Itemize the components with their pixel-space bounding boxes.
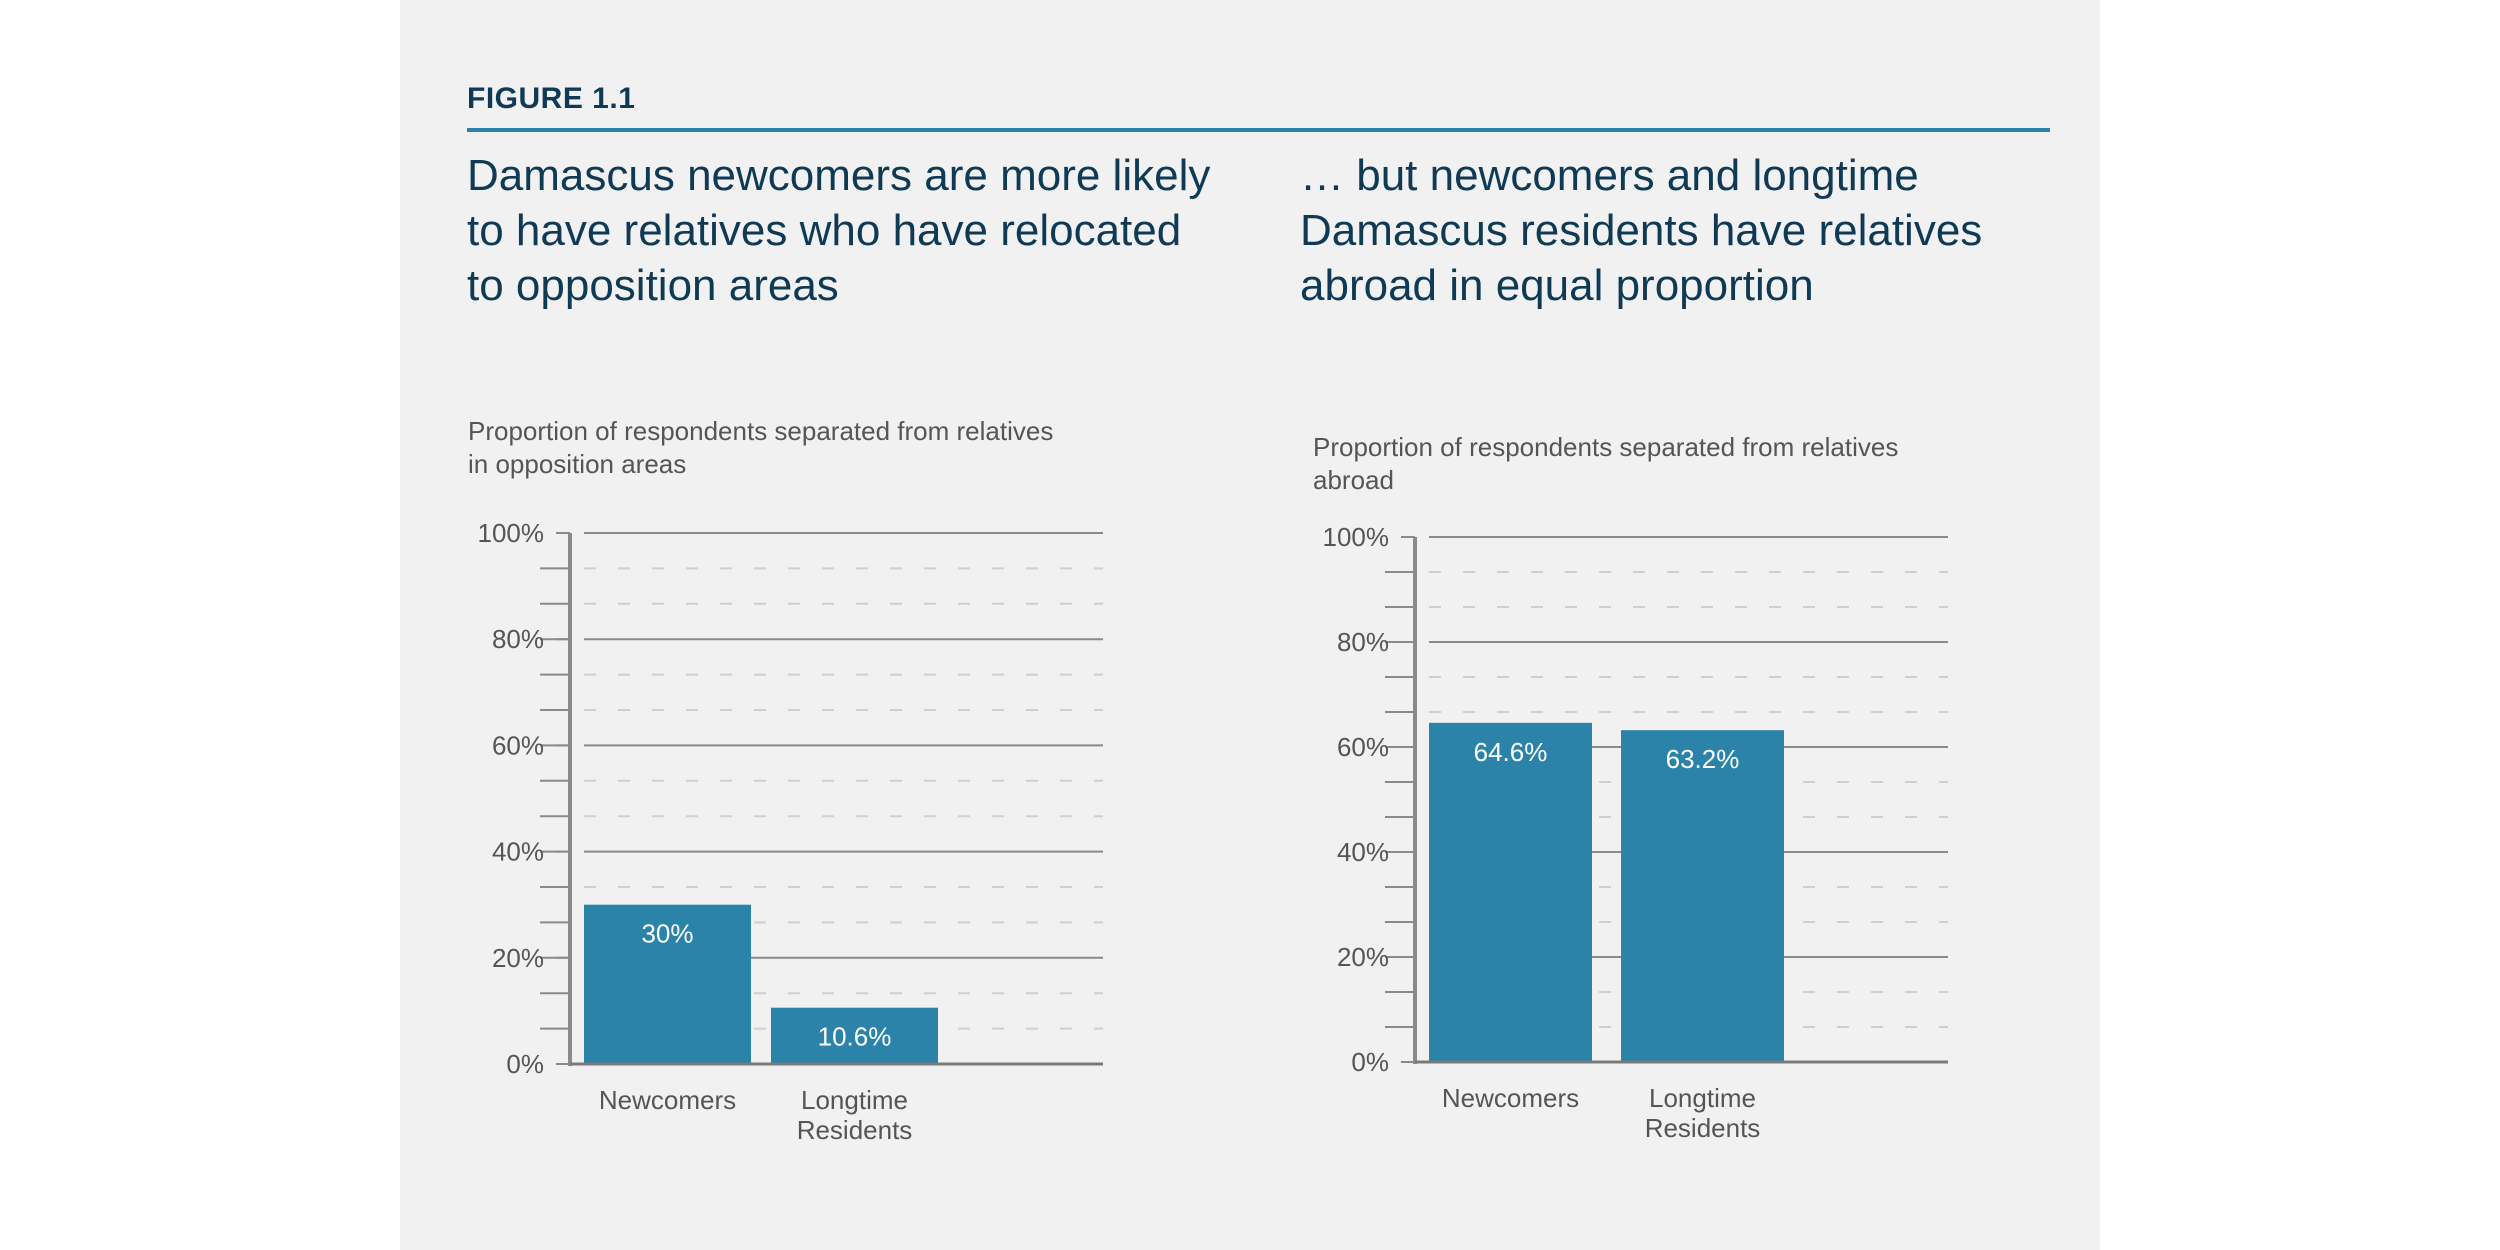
bar-value-label: 63.2% bbox=[1666, 744, 1740, 774]
bar-left-0 bbox=[584, 904, 751, 1064]
y-tick-label: 0% bbox=[506, 1049, 544, 1079]
bar-value-label: 30% bbox=[641, 919, 693, 949]
y-tick-label: 40% bbox=[492, 837, 544, 867]
y-tick-label: 80% bbox=[492, 624, 544, 654]
bar-right-1 bbox=[1621, 730, 1784, 1062]
bar-value-label: 10.6% bbox=[818, 1022, 892, 1052]
y-tick-label: 100% bbox=[478, 518, 545, 548]
bar-right-0 bbox=[1429, 722, 1592, 1062]
category-label: Newcomers bbox=[1442, 1083, 1579, 1113]
y-tick-label: 100% bbox=[1323, 522, 1390, 552]
category-label: Newcomers bbox=[599, 1085, 736, 1115]
category-label: Longtime Residents bbox=[797, 1085, 913, 1145]
bar-left-1 bbox=[771, 1007, 938, 1064]
figure-label: FIGURE 1.1 bbox=[467, 82, 636, 115]
y-tick-label: 20% bbox=[1337, 942, 1389, 972]
headline-right: … but newcomers and longtime Damascus re… bbox=[1300, 151, 1983, 310]
bar-value-label: 64.6% bbox=[1474, 737, 1548, 767]
chart-subtitle-right: Proportion of respondents separated from… bbox=[1313, 432, 1899, 495]
y-tick-label: 40% bbox=[1337, 837, 1389, 867]
category-label: Longtime Residents bbox=[1645, 1083, 1761, 1143]
y-tick-label: 20% bbox=[492, 943, 544, 973]
y-tick-label: 60% bbox=[1337, 732, 1389, 762]
figure-rule bbox=[467, 128, 2050, 132]
y-tick-label: 60% bbox=[492, 730, 544, 760]
y-tick-label: 0% bbox=[1351, 1047, 1389, 1077]
headline-left: Damascus newcomers are more likely to ha… bbox=[467, 151, 1211, 310]
y-tick-label: 80% bbox=[1337, 627, 1389, 657]
chart-subtitle-left: Proportion of respondents separated from… bbox=[468, 416, 1054, 479]
